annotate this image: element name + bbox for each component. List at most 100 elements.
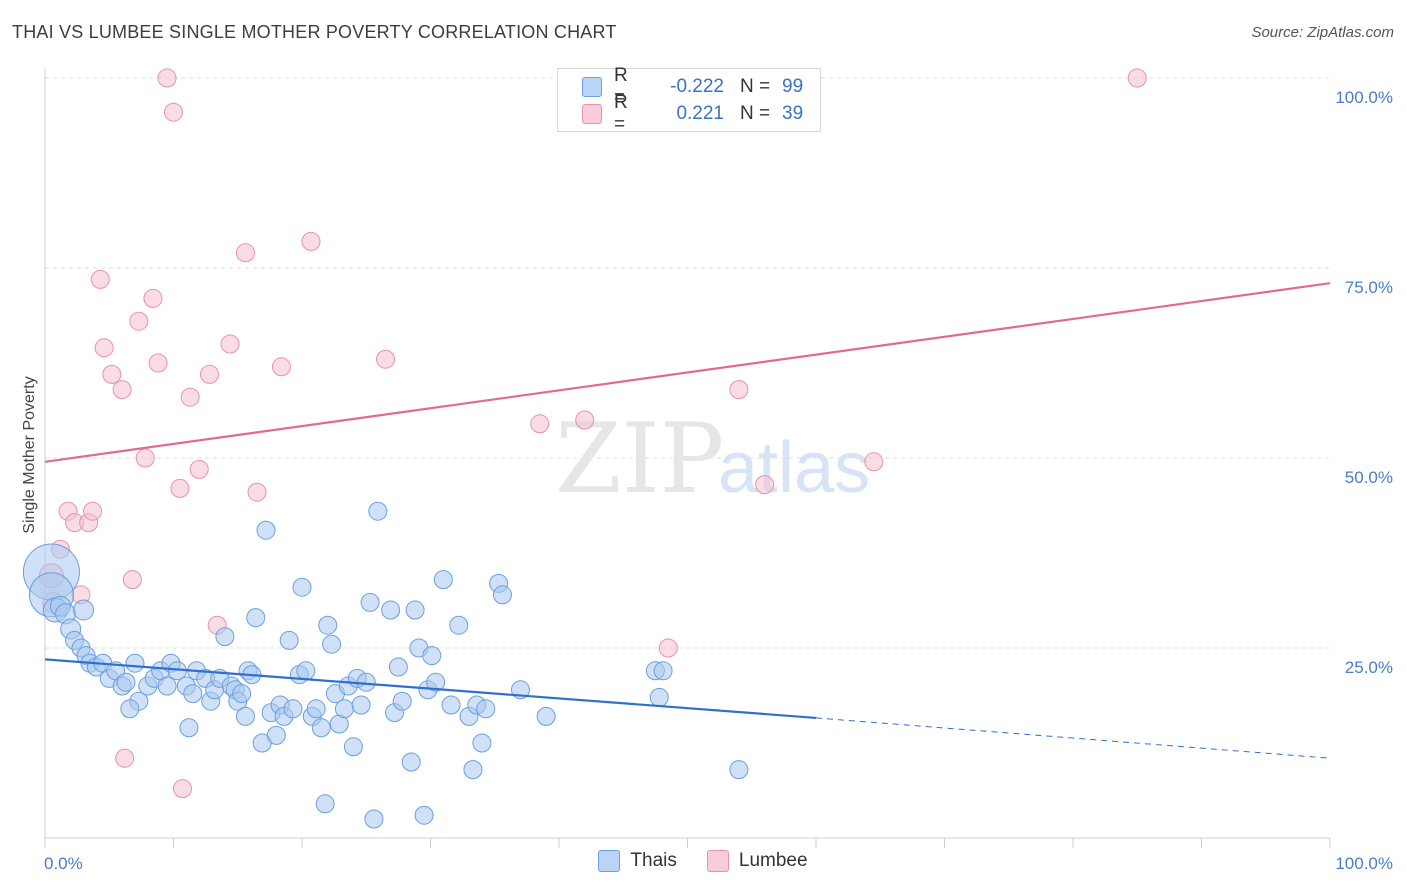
thais-point-93 <box>536 706 556 726</box>
thais-point-80 <box>422 646 442 666</box>
lumbee-point-14 <box>129 311 149 331</box>
lumbee-point-33 <box>575 410 595 430</box>
legend-row-thais: R = -0.222 N = 99 <box>582 65 803 108</box>
lumbee-point-36 <box>755 475 775 495</box>
thais-swatch <box>582 77 602 97</box>
thais-point-66 <box>351 695 371 715</box>
lumbee-point-29 <box>271 357 291 377</box>
thais-point-91 <box>492 585 512 605</box>
lumbee-point-34 <box>658 638 678 658</box>
thais-point-58 <box>318 615 338 635</box>
thais-point-88 <box>472 733 492 753</box>
lumbee-swatch <box>582 104 602 124</box>
tick-labels: 25.0% 50.0% 75.0% 100.0% 0.0% 100.0% <box>44 88 1393 873</box>
bottom-lumbee-swatch <box>706 850 729 872</box>
x-tick-label-0: 0.0% <box>44 854 83 873</box>
lumbee-n-label: N = <box>740 103 771 124</box>
lumbee-point-37 <box>864 452 884 472</box>
thais-point-19 <box>120 699 140 719</box>
thais-point-56 <box>311 718 331 738</box>
trend-lines <box>44 282 1331 759</box>
thais-series <box>22 501 749 829</box>
thais-n-label: N = <box>740 76 771 97</box>
grid-lines <box>45 77 1330 649</box>
thais-point-59 <box>322 634 342 654</box>
thais-point-97 <box>729 760 749 780</box>
lumbee-point-22 <box>180 387 200 407</box>
thais-point-86 <box>463 760 483 780</box>
thais-point-50 <box>283 699 303 719</box>
lumbee-r-label: R = <box>614 92 628 135</box>
lumbee-point-21 <box>172 779 192 799</box>
thais-point-62 <box>334 699 354 719</box>
thais-point-46 <box>266 725 286 745</box>
bottom-thais-label: Thais <box>630 850 677 871</box>
x-tick-label-1: 100.0% <box>1335 854 1393 873</box>
lumbee-point-16 <box>143 288 163 308</box>
thais-point-74 <box>392 691 412 711</box>
y-tick-label-3: 100.0% <box>1335 88 1393 107</box>
thais-point-57 <box>315 794 335 814</box>
thais-point-49 <box>279 630 299 650</box>
lumbee-point-8 <box>90 269 110 289</box>
lumbee-point-18 <box>157 68 177 88</box>
thais-point-96 <box>653 661 673 681</box>
thais-point-23 <box>157 676 177 696</box>
thais-point-78 <box>414 805 434 825</box>
thais-point-64 <box>343 737 363 757</box>
watermark-atlas: atlas <box>718 428 870 508</box>
legend: R = -0.222 N = 99 R = 0.221 N = 39 <box>557 65 821 135</box>
lumbee-point-24 <box>199 364 219 384</box>
thais-point-42 <box>235 706 255 726</box>
thais-point-70 <box>368 501 388 521</box>
thais-trend-line-extension <box>815 717 1331 759</box>
thais-point-6 <box>73 599 95 621</box>
thais-point-67 <box>356 672 376 692</box>
thais-point-17 <box>125 653 145 673</box>
thais-point-44 <box>256 520 276 540</box>
lumbee-point-30 <box>301 231 321 251</box>
lumbee-point-10 <box>102 364 122 384</box>
thais-point-89 <box>476 699 496 719</box>
thais-point-95 <box>649 687 669 707</box>
thais-point-52 <box>292 577 312 597</box>
y-axis-label: Single Mother Poverty <box>21 376 38 533</box>
thais-point-16 <box>116 672 136 692</box>
thais-point-30 <box>179 718 199 738</box>
lumbee-trend-line <box>44 282 1331 463</box>
thais-point-38 <box>232 684 252 704</box>
bottom-legend-lumbee: Lumbee <box>706 850 808 872</box>
thais-r-label: R = <box>614 65 628 108</box>
lumbee-point-23 <box>189 459 209 479</box>
axes <box>44 68 1331 848</box>
thais-r-value: -0.222 <box>670 76 724 97</box>
thais-point-71 <box>381 600 401 620</box>
source-label: Source: ZipAtlas.com <box>1251 24 1394 41</box>
lumbee-point-27 <box>235 243 255 263</box>
lumbee-point-32 <box>530 414 550 434</box>
y-tick-label-1: 50.0% <box>1345 468 1393 487</box>
chart-title: THAI VS LUMBEE SINGLE MOTHER POVERTY COR… <box>12 22 617 42</box>
thais-point-41 <box>246 608 266 628</box>
lumbee-point-12 <box>115 748 135 768</box>
lumbee-point-35 <box>729 380 749 400</box>
watermark: ZIP atlas <box>555 403 870 515</box>
thais-point-27 <box>183 684 203 704</box>
lumbee-n-value: 39 <box>782 103 804 124</box>
lumbee-r-value: 0.221 <box>676 103 724 124</box>
bottom-lumbee-label: Lumbee <box>738 850 808 871</box>
lumbee-point-7 <box>83 501 103 521</box>
lumbee-point-31 <box>376 349 396 369</box>
lumbee-point-19 <box>164 102 183 122</box>
thais-point-68 <box>360 592 380 612</box>
legend-row-lumbee: R = 0.221 N = 39 <box>582 92 804 135</box>
bottom-legend-thais: Thais <box>598 850 677 872</box>
thais-point-76 <box>405 600 425 620</box>
lumbee-point-13 <box>122 570 142 590</box>
thais-point-84 <box>449 615 469 635</box>
thais-point-55 <box>306 699 326 719</box>
thais-trend-line <box>44 658 817 720</box>
thais-point-81 <box>426 672 446 692</box>
lumbee-point-9 <box>94 338 114 358</box>
